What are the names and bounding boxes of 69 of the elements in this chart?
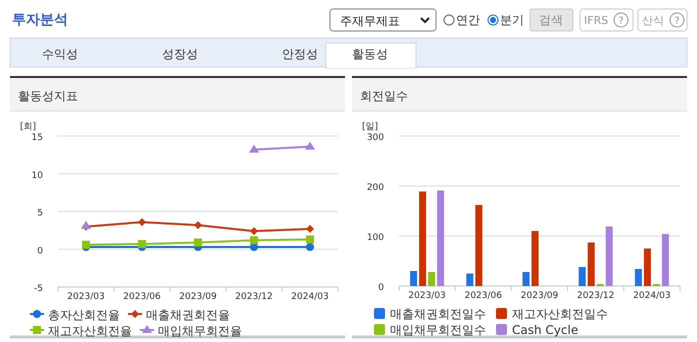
text: 수익성 xyxy=(42,47,78,61)
y-axis-title: [일] xyxy=(362,122,378,132)
x-tick-label: 2024/03 xyxy=(291,292,329,302)
y-tick-label: 15 xyxy=(32,133,43,143)
text: 산식 xyxy=(642,14,664,27)
point xyxy=(306,242,314,251)
y-tick-label: 100 xyxy=(366,233,384,243)
y-axis-title: [회] xyxy=(20,122,36,132)
y-tick-label: 200 xyxy=(366,183,384,193)
text: ? xyxy=(674,16,680,27)
bar xyxy=(578,267,586,286)
text: 성장성 xyxy=(162,47,198,61)
legend-label: 매출채권회전일수 xyxy=(390,307,486,321)
text: IFRS xyxy=(584,14,608,27)
y-tick-label: 5 xyxy=(37,208,43,218)
point xyxy=(305,142,315,150)
legend-label: 재고자산회전율 xyxy=(48,324,132,338)
bar xyxy=(428,272,436,286)
x-tick-label: 2023/03 xyxy=(408,291,446,301)
bar xyxy=(475,205,482,286)
point xyxy=(250,227,258,236)
y-tick-label: -5 xyxy=(34,284,43,294)
x-tick-label: 2024/03 xyxy=(633,291,671,301)
point xyxy=(306,235,314,244)
bar xyxy=(634,269,642,286)
x-tick-label: 2023/09 xyxy=(520,291,558,301)
bar xyxy=(419,192,426,286)
text: 검색 xyxy=(539,13,563,27)
bar xyxy=(606,226,613,286)
y-tick-label: 10 xyxy=(32,170,44,181)
y-tick-label: 0 xyxy=(378,283,384,293)
text: 분기 xyxy=(500,13,524,27)
x-tick-label: 2023/12 xyxy=(235,292,273,302)
legend-label: 총자산회전율 xyxy=(48,308,120,322)
bar xyxy=(532,231,538,286)
point xyxy=(250,236,258,244)
x-tick-label: 2023/03 xyxy=(67,292,105,302)
text: 활동성 xyxy=(352,47,388,61)
bar xyxy=(437,190,444,286)
y-tick-label: 300 xyxy=(366,133,384,143)
text: 투자분석 xyxy=(12,12,68,28)
x-tick-label: 2023/12 xyxy=(577,291,614,301)
x-tick-label: 2023/06 xyxy=(464,291,502,301)
chart-title: 회전일수 xyxy=(360,89,408,103)
bar xyxy=(644,248,651,286)
bar xyxy=(522,272,530,286)
legend-label: Cash Cycle xyxy=(512,323,578,337)
legend-label: 매출채권회전율 xyxy=(146,308,230,322)
point xyxy=(138,240,146,248)
bar xyxy=(466,274,474,286)
bar xyxy=(662,234,669,286)
text: 연간 xyxy=(456,13,480,27)
legend-label: 매입채무회전일수 xyxy=(390,323,486,337)
bar xyxy=(410,271,418,286)
text: 주재무제표 xyxy=(340,14,400,28)
x-tick-label: 2023/06 xyxy=(123,292,161,302)
point xyxy=(194,238,202,246)
text: ? xyxy=(618,16,624,27)
legend-label: 매입채무회전율 xyxy=(158,324,242,338)
point xyxy=(194,221,202,230)
point xyxy=(138,218,146,226)
x-tick-label: 2023/09 xyxy=(179,292,217,302)
chart-title: 활동성지표 xyxy=(18,89,78,103)
legend-label: 재고자산회전일수 xyxy=(512,307,608,321)
bar xyxy=(588,242,595,286)
text: 안정성 xyxy=(282,47,318,61)
point xyxy=(249,144,259,153)
point xyxy=(306,224,314,233)
y-tick-label: 0 xyxy=(37,246,44,256)
